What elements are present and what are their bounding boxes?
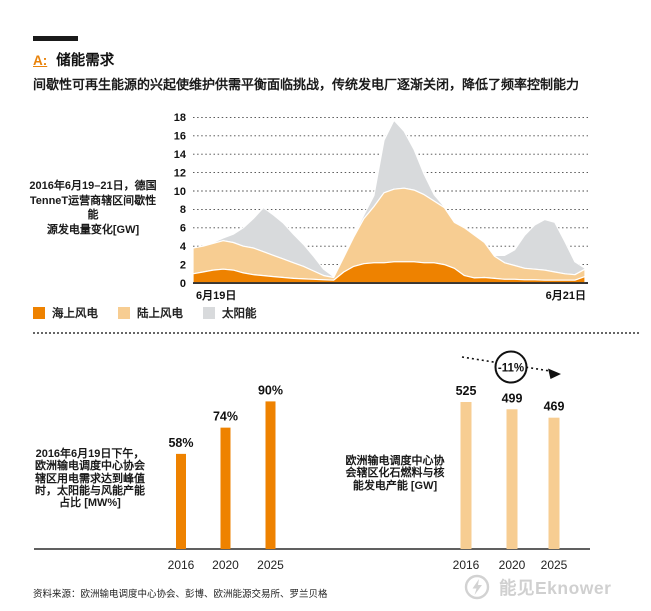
bar-value-label: 469 [544,400,565,414]
legend-item-onshore-wind: 陆上风电 [118,305,183,321]
right-bar-chart-caption: 欧洲输电调度中心协 会辖区化石燃料与核 能发电产能 [GW] [331,455,459,492]
bar-2016 [460,402,472,549]
bar-2020 [220,427,231,549]
x-tick-label-start: 6月19日 [196,289,236,302]
bar-value-label: 74% [213,410,238,424]
left-bar-chart-caption: 2016年6月19日下午， 欧洲输电调度中心协会 辖区用电需求达到峰值 时，太阳… [24,448,156,509]
bar-charts-canvas: 58% 2016 74% 2020 90% 2025 525 2016 499 2020 469 20… [34,350,590,572]
bar-value-label: 90% [258,383,283,397]
caption-line: 欧洲输电调度中心协会 [35,460,145,473]
bar-value-label: 58% [168,436,193,450]
legend-label: 太阳能 [222,308,257,320]
y-tick-label: 6 [180,223,186,235]
legend-label: 陆上风电 [137,308,183,320]
caption-line: 时，太阳能与风能产能 [35,484,145,497]
caption-line: 会辖区化石燃料与核 [345,467,445,480]
y-tick-label: 10 [174,186,186,198]
bar-category-label: 2025 [257,558,284,572]
y-tick-label: 0 [180,278,186,290]
bar-value-label: 525 [456,384,477,398]
bar-category-label: 2020 [499,558,526,572]
bar-value-label: 499 [502,391,523,405]
watermark-logo: 能见Eknower [463,573,611,601]
caption-line: 2016年6月19日下午， [35,448,145,460]
y-tick-label: 4 [180,241,187,253]
section-heading: A: 储能需求 [33,49,114,70]
legend-label: 海上风电 [52,308,98,320]
bar-2025 [265,401,276,549]
bar-2025 [548,417,560,549]
x-tick-label-end: 6月21日 [546,289,586,302]
onshore-wind-swatch [118,307,130,319]
bar-2020 [506,409,518,549]
subtitle: 间歇性可再生能源的兴起使维护供需平衡面临挑战，传统发电厂逐渐关闭，降低了频率控制… [33,77,580,92]
caption-line: 源发电量变化[GW] [46,223,140,236]
annotation-arrowhead-icon [548,368,561,379]
logo-text: 能见Eknower [499,577,612,598]
caption-line: 辖区用电需求达到峰值 [35,472,145,485]
section-label: A: [33,53,48,68]
legend: 海上风电 陆上风电 太阳能 [33,305,257,321]
eknower-logo-icon [464,574,490,600]
bar-category-label: 2016 [453,558,480,572]
bar-2016 [176,453,186,549]
bar-category-label: 2016 [168,558,195,572]
dotted-divider [33,332,639,334]
annotation-label: -11% [498,363,524,375]
solar-swatch [203,307,215,319]
y-tick-label: 14 [174,149,187,161]
caption-line: 欧洲输电调度中心协 [345,455,445,467]
y-tick-label: 16 [174,131,186,143]
y-tick-label: 12 [174,167,186,179]
source-note: 资料来源：欧洲输电调度中心协会、彭博、欧洲能源交易所、罗兰贝格 [33,589,328,600]
y-tick-label: 18 [174,112,186,124]
page-title: 储能需求 [56,53,115,69]
legend-item-solar: 太阳能 [203,305,257,321]
caption-line: 能发电产能 [GW] [352,479,438,492]
area-chart-caption: 2016年6月19–21日，德国 TenneT运营商辖区间歇性能 源发电量变化[… [26,179,160,237]
stacked-area-chart: 0 2 4 6 8 10 12 14 16 18 6月19日 6月21日 [174,112,588,302]
bar-category-label: 2025 [541,558,568,572]
caption-line: 占比 [MW%] [59,497,121,510]
caption-line: 2016年6月19–21日，德国 [29,180,157,192]
offshore-wind-swatch [33,307,45,319]
y-tick-label: 8 [180,204,186,216]
annotation-circle [494,350,528,384]
bar-category-label: 2020 [212,558,239,572]
legend-item-offshore-wind: 海上风电 [33,305,98,321]
section-marker-bar [33,36,78,41]
caption-line: TenneT运营商辖区间歇性能 [29,194,157,222]
y-tick-label: 2 [180,259,186,271]
